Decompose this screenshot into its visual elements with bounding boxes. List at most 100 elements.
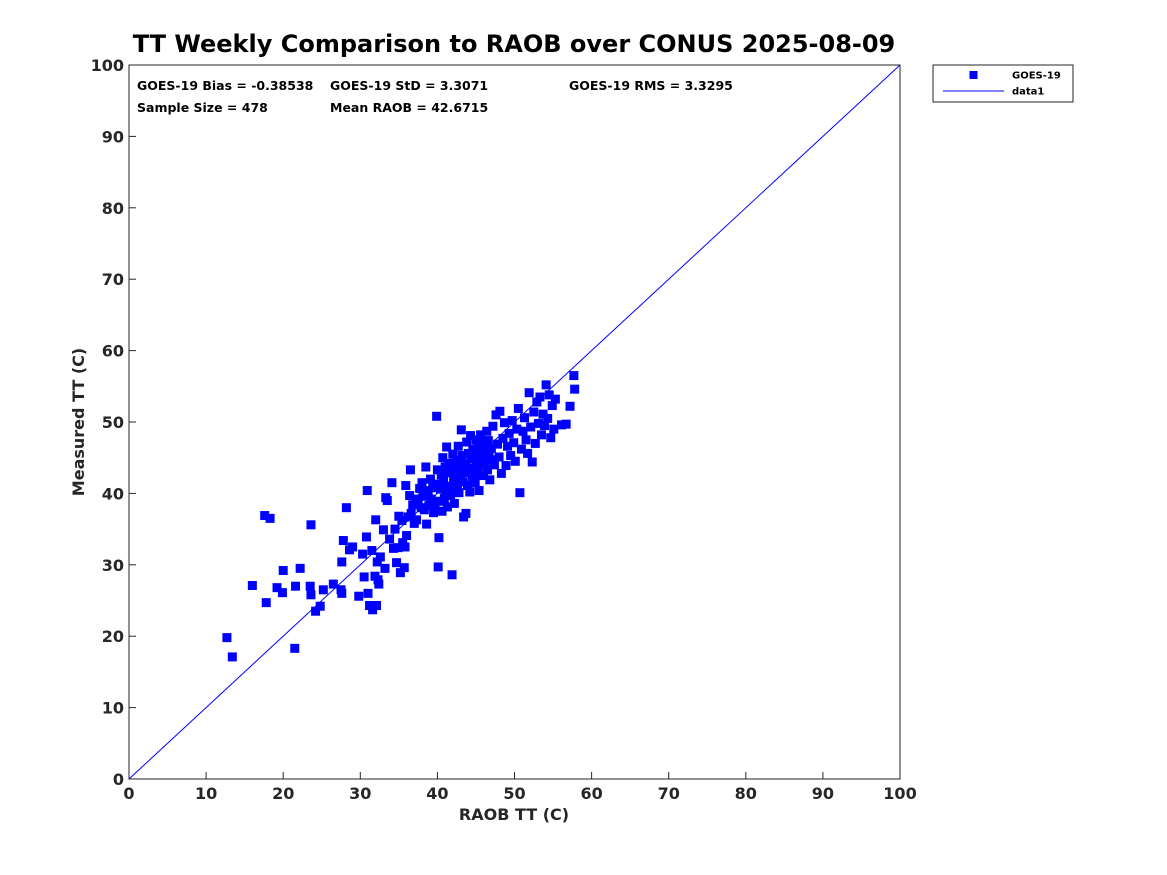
- x-tick-label: 10: [195, 784, 217, 803]
- data-point: [439, 493, 449, 503]
- data-point: [390, 524, 400, 534]
- data-point: [441, 486, 451, 496]
- legend-marker-goes19: [969, 71, 978, 79]
- legend-label-goes19: GOES-19: [1012, 71, 1061, 82]
- legend: GOES-19 data1: [932, 64, 1074, 103]
- data-point: [455, 461, 465, 471]
- data-point: [520, 413, 530, 423]
- y-axis-label: Measured TT (C): [69, 348, 88, 496]
- plot-area: [128, 64, 901, 780]
- data-point: [348, 542, 358, 552]
- data-point: [472, 469, 482, 479]
- data-point: [354, 591, 364, 601]
- data-point: [493, 439, 503, 449]
- data-point: [291, 581, 301, 591]
- data-point: [374, 579, 384, 589]
- data-point: [306, 520, 316, 530]
- data-point: [392, 558, 402, 568]
- stat-mean-raob: Mean RAOB = 42.6715: [330, 100, 488, 115]
- y-tick-label: 10: [102, 699, 124, 718]
- data-point: [412, 515, 422, 525]
- y-tick-label: 90: [102, 127, 124, 146]
- data-point: [507, 416, 517, 426]
- data-point: [451, 456, 461, 466]
- data-point: [510, 456, 520, 466]
- data-point: [363, 588, 373, 598]
- data-point: [544, 390, 554, 400]
- data-point: [456, 425, 466, 435]
- y-tick-label: 0: [113, 770, 124, 789]
- data-point: [518, 426, 528, 436]
- data-point: [458, 477, 468, 487]
- data-point: [496, 468, 506, 478]
- data-point: [318, 585, 328, 595]
- data-point: [499, 418, 509, 428]
- data-point: [382, 496, 392, 506]
- data-point: [337, 557, 347, 567]
- data-point: [371, 600, 381, 610]
- data-point: [448, 449, 458, 459]
- data-point: [476, 430, 486, 440]
- data-point: [535, 392, 545, 402]
- data-point: [452, 479, 462, 489]
- x-tick-label: 20: [272, 784, 294, 803]
- data-point: [479, 471, 489, 481]
- data-point: [501, 461, 511, 471]
- y-tick-label: 40: [102, 484, 124, 503]
- data-point: [524, 388, 534, 398]
- data-point: [375, 552, 385, 562]
- data-point: [290, 643, 300, 653]
- data-point: [513, 403, 523, 413]
- data-points: [222, 371, 580, 662]
- data-point: [471, 435, 481, 445]
- data-point: [486, 443, 496, 453]
- data-point: [337, 588, 347, 598]
- data-point: [260, 511, 270, 521]
- data-point: [311, 606, 321, 616]
- data-point: [532, 397, 542, 407]
- data-point: [446, 465, 456, 475]
- data-point: [421, 462, 431, 472]
- data-point: [462, 437, 472, 447]
- x-tick-label: 90: [812, 784, 834, 803]
- data-point: [483, 436, 493, 446]
- data-point: [504, 428, 514, 438]
- data-point: [561, 419, 571, 429]
- data-point: [466, 431, 476, 441]
- data-point: [413, 494, 423, 504]
- data-point: [454, 488, 464, 498]
- data-point: [278, 566, 288, 576]
- data-point: [438, 453, 448, 463]
- data-point: [359, 572, 369, 582]
- data-point: [436, 470, 446, 480]
- data-point: [549, 424, 559, 434]
- data-point: [434, 533, 444, 543]
- data-point: [547, 401, 557, 411]
- data-point: [474, 486, 484, 496]
- data-point: [227, 652, 237, 662]
- data-point: [530, 438, 540, 448]
- data-point: [419, 505, 429, 515]
- data-point: [463, 448, 473, 458]
- data-point: [380, 563, 390, 573]
- y-tick-label: 20: [102, 627, 124, 646]
- stat-std: GOES-19 StD = 3.3071: [330, 78, 488, 93]
- data-point: [521, 435, 531, 445]
- data-point: [442, 502, 452, 512]
- data-point: [512, 424, 522, 434]
- y-axis-ticks: 0 10 20 30 40 50 60 70 80 90 100: [91, 56, 136, 789]
- data-point: [401, 481, 411, 491]
- data-point: [272, 583, 282, 593]
- x-axis-ticks: 0 10 20 30 40 50 60 70 80 90 100: [123, 772, 917, 803]
- data-point: [397, 516, 407, 526]
- data-point: [423, 486, 433, 496]
- data-point: [315, 601, 325, 611]
- data-point: [430, 499, 440, 509]
- data-point: [395, 568, 405, 578]
- data-point: [506, 451, 516, 461]
- data-point: [449, 498, 459, 508]
- data-point: [306, 590, 316, 600]
- data-point: [405, 491, 415, 501]
- data-point: [367, 546, 377, 556]
